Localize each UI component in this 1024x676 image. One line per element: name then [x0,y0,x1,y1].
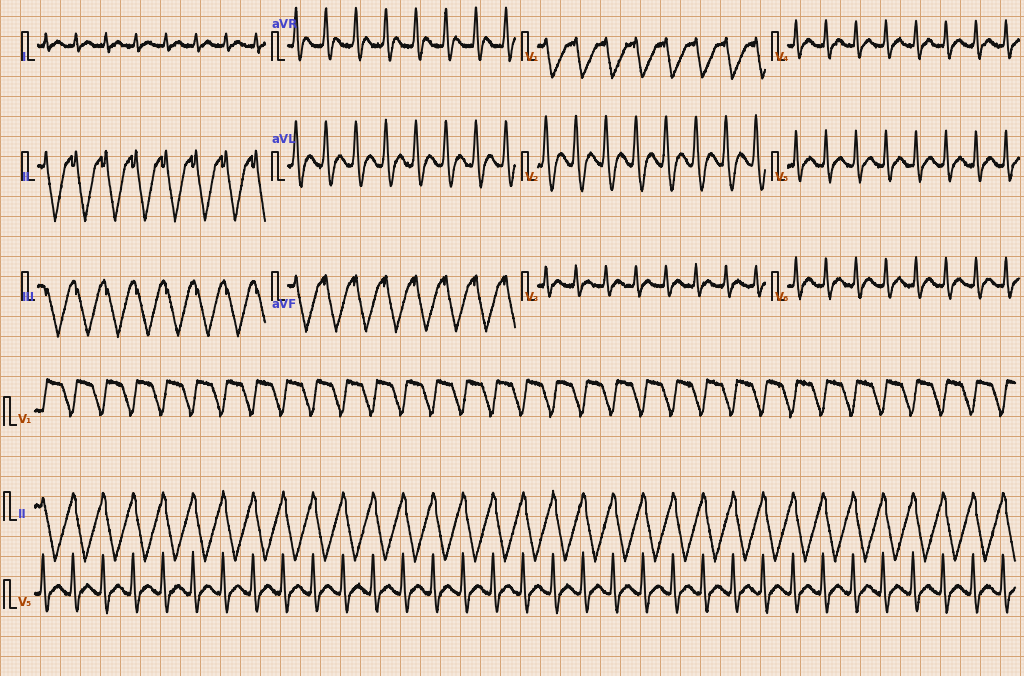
Text: aVL: aVL [272,133,297,146]
Text: I: I [22,51,27,64]
Text: V₁: V₁ [18,413,32,426]
Text: V₅: V₅ [18,596,32,609]
Text: V₁: V₁ [525,51,540,64]
Text: V₄: V₄ [775,51,790,64]
Text: II: II [22,171,31,184]
Text: V₃: V₃ [525,291,540,304]
Text: aVF: aVF [272,298,297,311]
Text: V₆: V₆ [775,291,790,304]
Text: V₂: V₂ [525,171,540,184]
Text: II: II [18,508,27,521]
Text: V₅: V₅ [775,171,790,184]
Text: III: III [22,291,35,304]
Text: aVR: aVR [272,18,298,31]
